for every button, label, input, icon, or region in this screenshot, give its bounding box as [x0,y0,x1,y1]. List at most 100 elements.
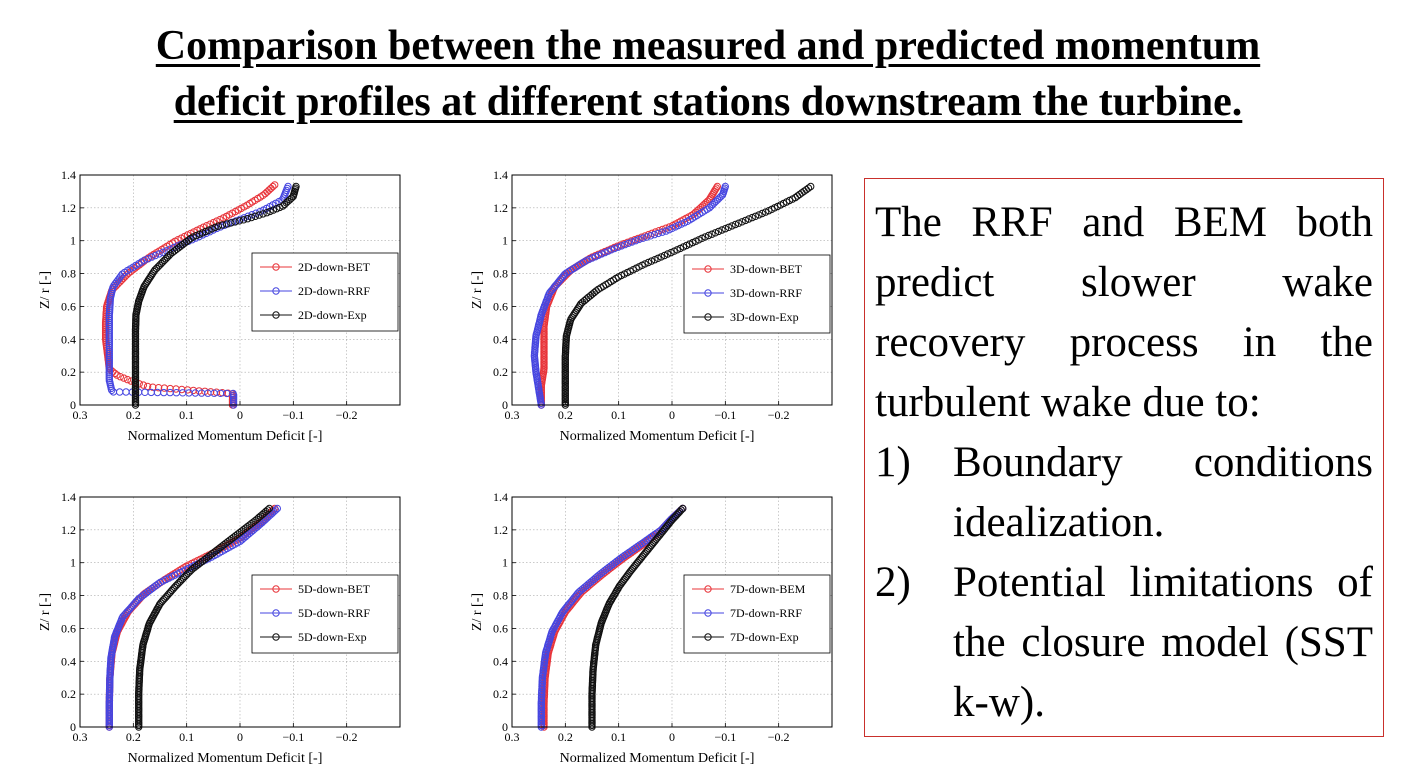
data-point [644,230,653,239]
data-point [160,384,169,392]
y-tick-label: 0.8 [493,267,508,281]
y-tick-label: 0 [70,720,76,734]
plot-frame [79,174,401,406]
x-tick-label: 0 [669,408,675,422]
y-axis-label: Z/ r [-] [470,271,485,309]
data-point [235,217,244,225]
y-tick-label: 0.4 [493,654,508,668]
x-tick-label: −0.2 [768,730,790,744]
data-point [166,384,174,393]
data-point [712,184,720,192]
data-point [631,237,640,245]
data-point [807,182,815,191]
x-tick-label: 0.3 [73,730,88,744]
data-point [105,324,114,332]
y-axis-label: Z/ r [-] [38,271,53,309]
data-point [105,367,114,375]
data-point [292,182,300,191]
data-point [677,506,685,514]
x-tick-label: −0.1 [282,408,304,422]
data-point [105,375,114,383]
y-tick-label: 1.2 [61,201,76,215]
data-point [105,332,114,340]
x-tick-label: 0 [669,730,675,744]
y-tick-label: 0.6 [61,299,76,313]
data-point [105,351,114,360]
data-point [738,218,746,226]
y-tick-label: 1 [70,556,76,570]
data-point [748,213,756,222]
data-point [154,384,163,392]
data-point [105,369,114,377]
y-tick-label: 1 [70,234,76,248]
data-point [178,385,186,394]
series-black [588,504,687,731]
data-point [159,248,167,257]
data-point [650,230,659,239]
y-tick-label: 1.4 [61,490,76,504]
x-tick-label: −0.1 [714,730,736,744]
data-point [621,240,629,249]
y-tick-label: 0.2 [493,687,508,701]
plot-frame [511,496,833,728]
data-point [151,251,160,260]
y-tick-label: 1.2 [61,523,76,537]
data-point [105,318,114,327]
y-tick-label: 0.6 [493,299,508,313]
data-point [617,242,626,250]
data-point [247,213,256,222]
data-point [265,504,274,513]
legend-marker [272,585,280,593]
legend-label: 2D-down-BET [298,260,371,274]
data-point [708,230,716,238]
legend-label: 3D-down-BET [730,262,803,276]
data-point [105,355,114,364]
data-point [229,397,238,405]
slide-title-line-2: deficit profiles at different stations d… [173,79,1243,125]
y-tick-label: 0.2 [61,687,76,701]
data-point [643,233,651,241]
data-point [263,209,271,217]
y-tick-label: 0 [70,398,76,412]
data-point [105,349,114,358]
data-point [118,270,126,278]
data-point [139,381,148,389]
series-black [135,504,274,731]
data-point [639,234,647,242]
x-axis-label: Normalized Momentum Deficit [-] [128,751,323,766]
legend: 7D-down-BEM 7D-down-RRF 7D-down-Exp [683,574,831,654]
data-point [229,395,238,403]
data-point [624,239,633,248]
data-point [273,504,281,513]
data-point [266,207,274,216]
data-point [647,257,656,265]
legend-label: 5D-down-Exp [298,630,367,644]
y-tick-label: 0 [502,398,508,412]
legend-marker [704,265,712,273]
data-point [628,238,636,246]
x-tick-label: 0 [237,730,243,744]
data-point [199,223,208,231]
data-point [272,205,281,213]
legend-marker [704,633,712,641]
data-point [120,374,128,382]
data-point [641,260,649,268]
x-axis-label: Normalized Momentum Deficit [-] [560,751,755,766]
data-point [172,385,180,393]
x-tick-label: 0.2 [558,730,573,744]
data-point [607,246,616,254]
legend-box [251,574,399,654]
data-point [255,211,263,219]
reasons-list: 1) Boundary conditions idealization. 2) … [875,433,1373,733]
data-point [637,233,646,241]
legend: 5D-down-BET 5D-down-RRF 5D-down-Exp [251,574,399,654]
legend-marker [272,263,280,271]
y-axis-label: Z/ r [-] [38,593,53,631]
data-point [231,218,239,226]
data-point [641,232,649,240]
data-point [195,387,203,395]
data-point [105,316,114,325]
reason-text: Boundary conditions idealization. [953,439,1373,546]
x-tick-label: 0 [237,408,243,422]
legend: 3D-down-BET 3D-down-RRF 3D-down-Exp [683,254,831,334]
